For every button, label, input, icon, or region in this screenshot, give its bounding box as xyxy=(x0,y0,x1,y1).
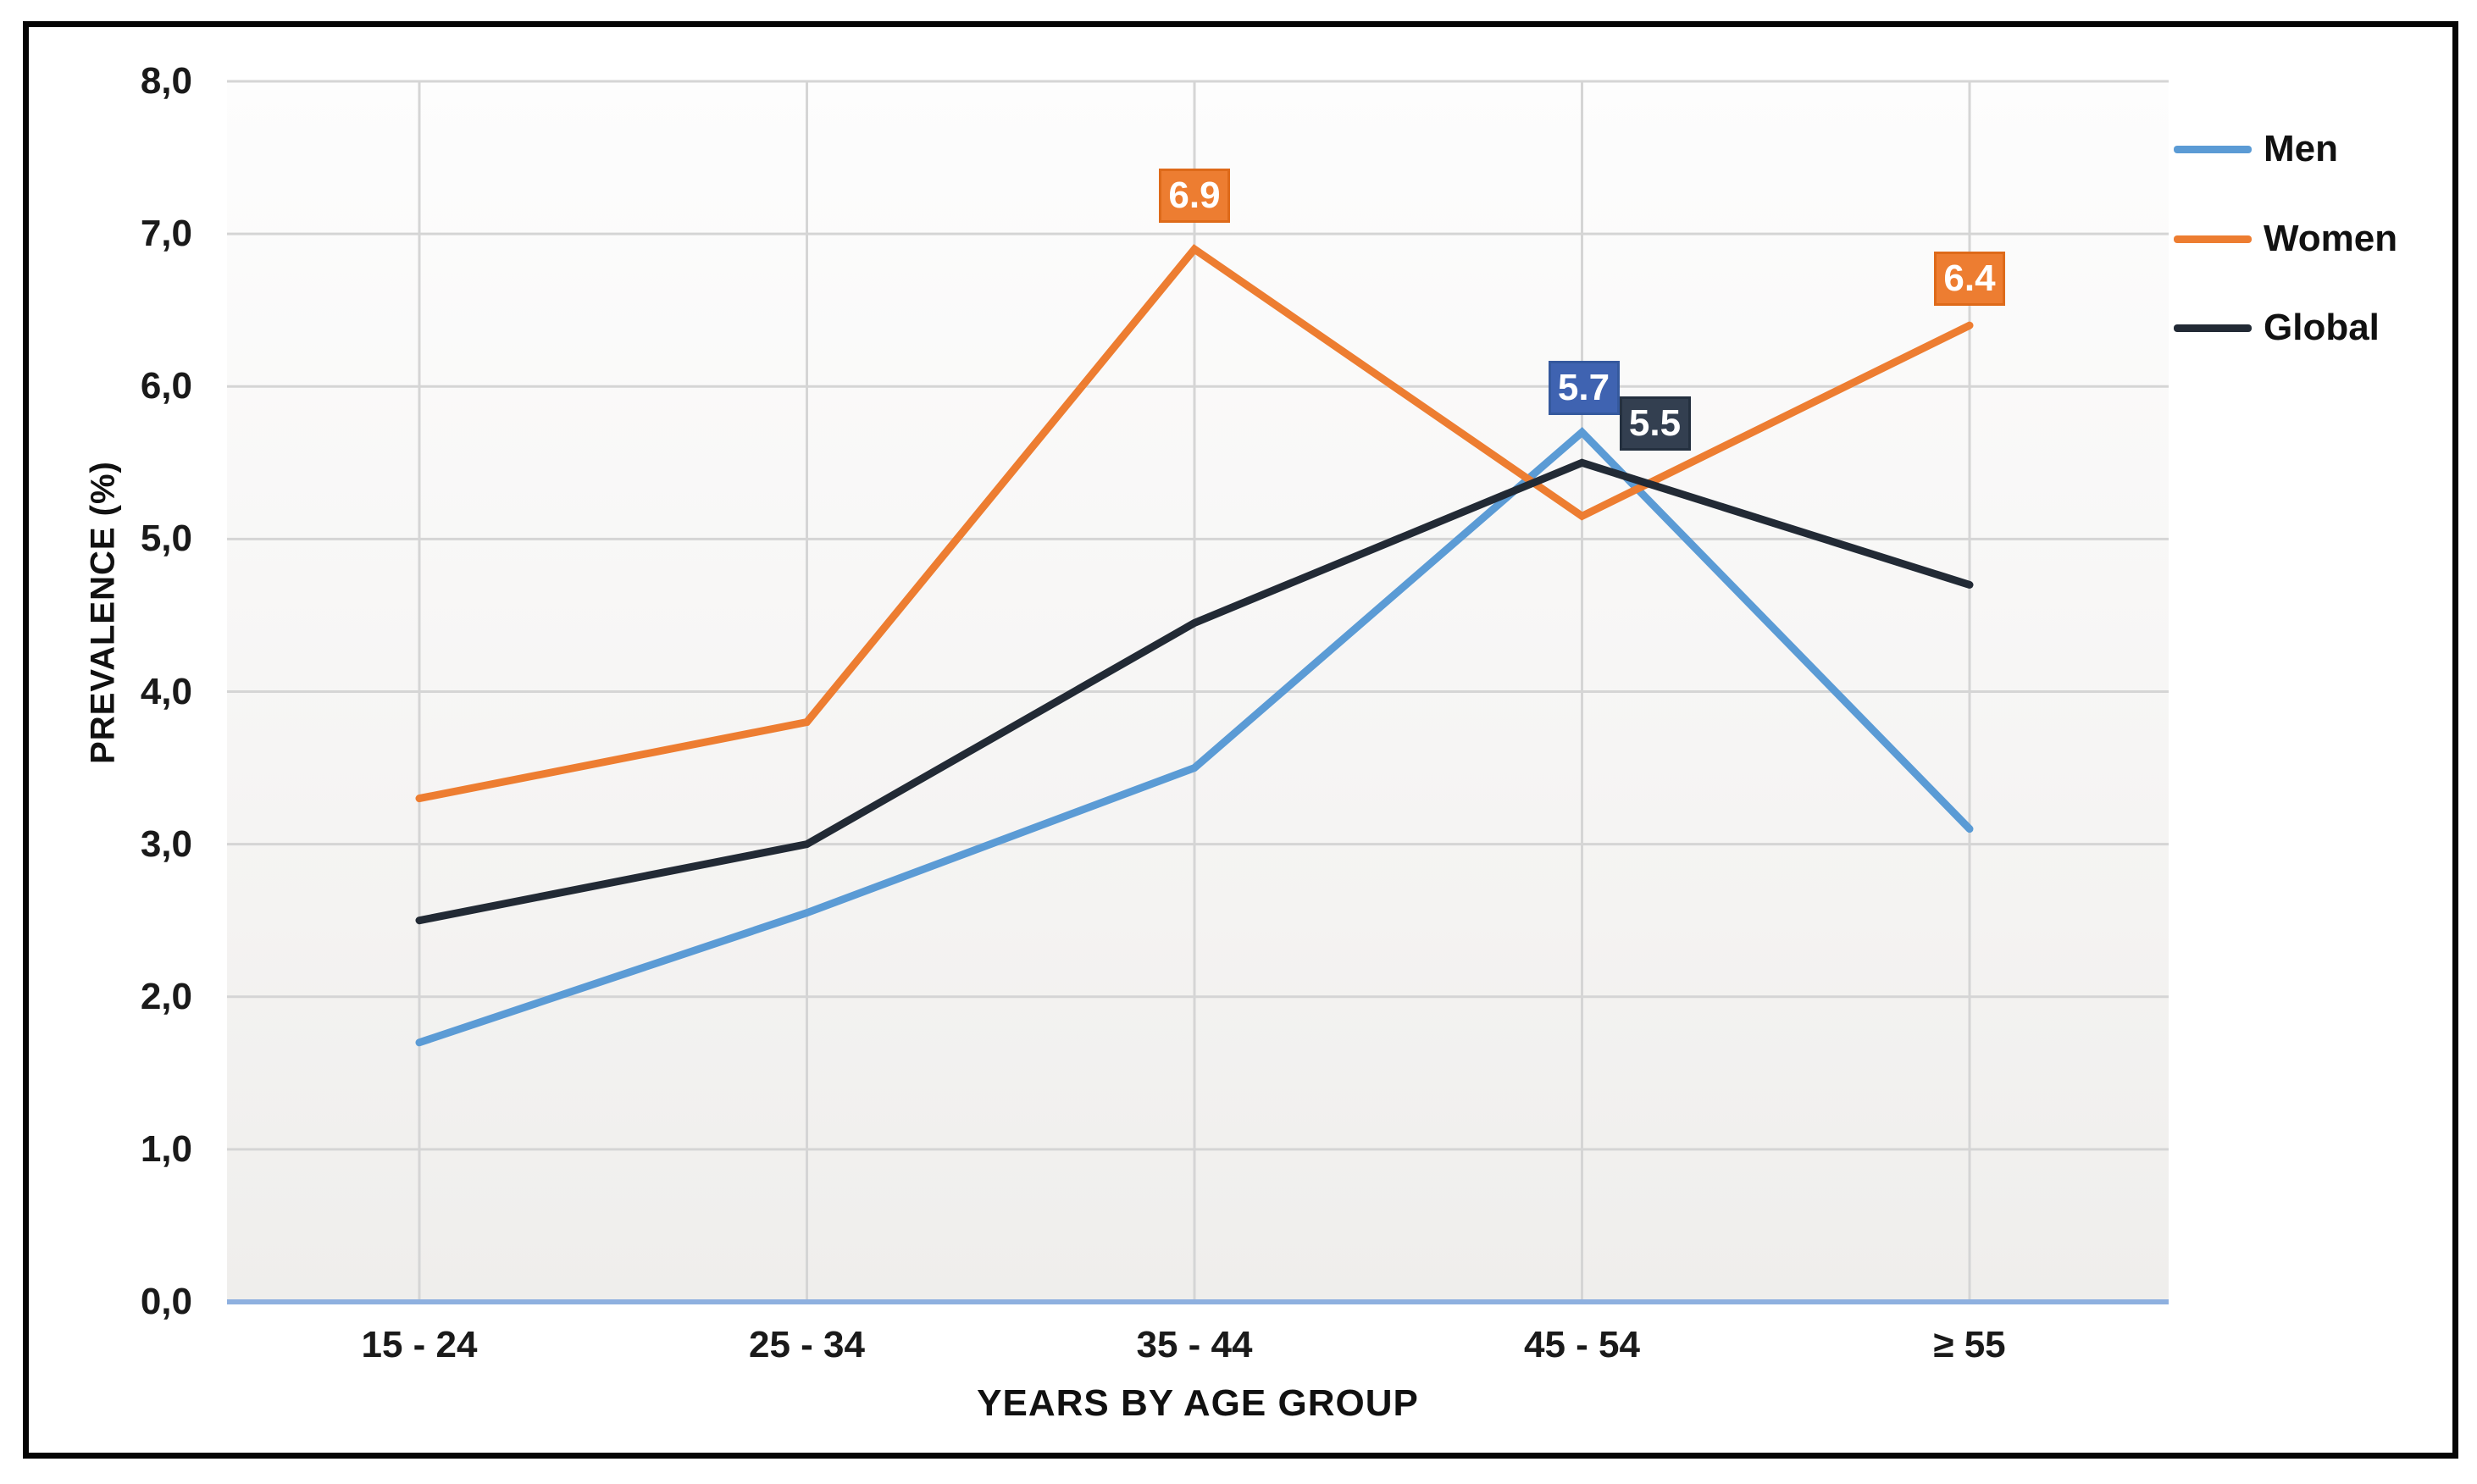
series-line-global xyxy=(415,458,1974,925)
series-line-women xyxy=(415,244,1974,803)
legend-label-women: Women xyxy=(2264,218,2398,259)
y-tick-label-6: 6,0 xyxy=(140,365,192,407)
legend-swatch-women xyxy=(2174,235,2252,243)
y-tick-label-8: 8,0 xyxy=(140,60,192,102)
y-tick-label-3: 3,0 xyxy=(140,822,192,865)
x-tick-label-1: 15 - 24 xyxy=(361,1324,478,1365)
y-tick-label-1: 1,0 xyxy=(140,1127,192,1170)
data-label-women-6-9: 6.9 xyxy=(1159,169,1230,224)
data-label-global-5-5: 5.5 xyxy=(1619,396,1691,451)
y-tick-label-5: 5,0 xyxy=(140,518,192,560)
x-axis-title: YEARS BY AGE GROUP xyxy=(977,1382,1419,1424)
y-tick-label-7: 7,0 xyxy=(140,213,192,255)
legend-swatch-men xyxy=(2174,146,2252,153)
y-tick-label-2: 2,0 xyxy=(140,975,192,1017)
x-tick-label-3: 35 - 44 xyxy=(1136,1324,1253,1365)
x-tick-label-4: 45 - 54 xyxy=(1524,1324,1640,1365)
x-tick-label-2: 25 - 34 xyxy=(749,1324,865,1365)
series-line-men xyxy=(415,427,1974,1047)
x-tick-label-5: ≥ 55 xyxy=(1933,1324,2006,1365)
legend-label-global: Global xyxy=(2264,307,2380,348)
y-tick-label-0: 0,0 xyxy=(140,1281,192,1322)
legend-swatch-global xyxy=(2174,324,2252,332)
y-tick-label-4: 4,0 xyxy=(140,670,192,712)
data-label-women-6-4: 6.4 xyxy=(1934,252,2005,307)
data-label-men-5-7: 5.7 xyxy=(1548,361,1620,416)
legend-label-men: Men xyxy=(2264,128,2338,169)
